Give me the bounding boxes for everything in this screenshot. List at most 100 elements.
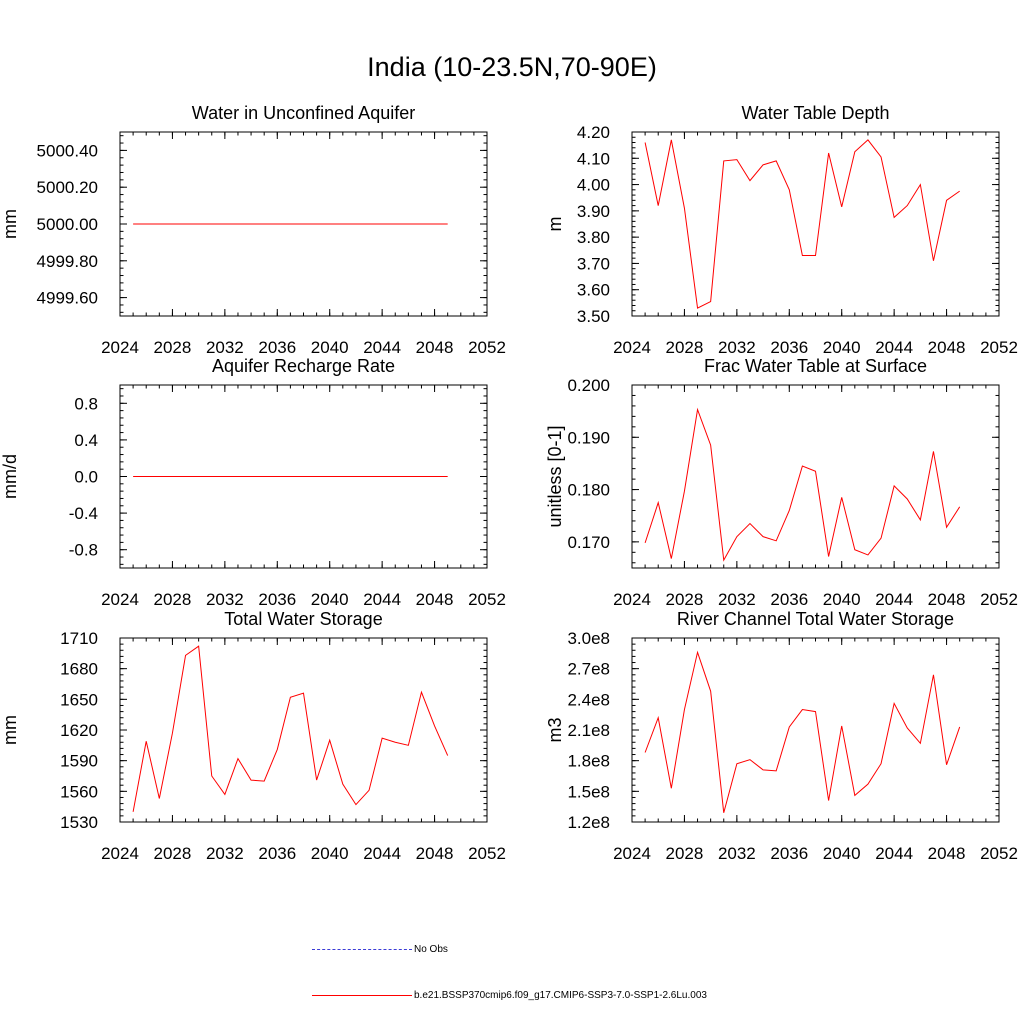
x-tick-label: 2024 — [101, 590, 139, 609]
x-tick-label: 2048 — [416, 590, 454, 609]
panel-3-ylabel: mm/d — [0, 454, 20, 499]
x-tick-label: 2044 — [363, 590, 401, 609]
x-tick-label: 2024 — [613, 338, 651, 357]
x-tick-label: 2032 — [718, 338, 756, 357]
y-tick-label: 5000.00 — [37, 215, 98, 234]
panel-2: 2024 2028 2032 2036 2040 2044 2048 2052 3.50 3.60… — [545, 103, 1018, 357]
y-tick-label: -0.8 — [69, 541, 98, 560]
x-tick-label: 2040 — [823, 338, 861, 357]
y-tick-label: 3.50 — [577, 307, 610, 326]
x-tick-label: 2036 — [770, 844, 808, 863]
panel-5: 2024 2028 2032 2036 2040 2044 2048 2052 1530 1560… — [0, 609, 506, 863]
x-tick-label: 2044 — [875, 338, 913, 357]
y-tick-label: 1680 — [60, 660, 98, 679]
x-tick-label: 2028 — [666, 590, 704, 609]
x-tick-label: 2048 — [928, 590, 966, 609]
x-tick-label: 2024 — [613, 590, 651, 609]
panel-6-title: River Channel Total Water Storage — [677, 609, 954, 629]
y-tick-label: 3.0e8 — [567, 629, 610, 648]
x-tick-label: 2028 — [666, 338, 704, 357]
y-tick-label: 1710 — [60, 629, 98, 648]
y-tick-label: 4.00 — [577, 176, 610, 195]
x-tick-label: 2024 — [101, 844, 139, 863]
y-tick-label: 0.4 — [74, 431, 98, 450]
y-tick-label: -0.4 — [69, 504, 98, 523]
x-tick-label: 2048 — [416, 338, 454, 357]
y-tick-label: 4999.80 — [37, 252, 98, 271]
x-tick-label: 2044 — [363, 338, 401, 357]
x-tick-label: 2032 — [718, 844, 756, 863]
y-tick-label: 2.1e8 — [567, 721, 610, 740]
y-tick-label: 4.10 — [577, 149, 610, 168]
x-tick-label: 2052 — [980, 590, 1018, 609]
x-tick-label: 2040 — [311, 590, 349, 609]
panel-5-ylabel: mm — [0, 715, 20, 745]
y-tick-label: 3.80 — [577, 228, 610, 247]
panel-4: 2024 2028 2032 2036 2040 2044 2048 2052 0.170 0.1… — [545, 356, 1018, 609]
x-tick-label: 2052 — [468, 590, 506, 609]
y-tick-label: 3.60 — [577, 281, 610, 300]
x-tick-label: 2032 — [718, 590, 756, 609]
panel-6-ylabel: m3 — [545, 717, 565, 742]
y-tick-label: 0.180 — [567, 481, 610, 500]
panel-4-ylabel: unitless [0-1] — [545, 425, 565, 527]
y-tick-label: 5000.20 — [37, 178, 98, 197]
panel-6-frame — [631, 637, 1000, 823]
x-tick-label: 2032 — [206, 844, 244, 863]
y-tick-label: 1.8e8 — [567, 752, 610, 771]
panel-5-title: Total Water Storage — [224, 609, 382, 629]
x-tick-label: 2048 — [928, 338, 966, 357]
x-tick-label: 2032 — [206, 590, 244, 609]
y-tick-label: 1560 — [60, 782, 98, 801]
panel-2-title: Water Table Depth — [741, 103, 889, 123]
x-tick-label: 2036 — [258, 338, 296, 357]
x-tick-label: 2028 — [154, 338, 192, 357]
panel-6-series-line — [644, 650, 961, 813]
x-tick-label: 2052 — [980, 338, 1018, 357]
legend-swatch-model-run — [312, 994, 412, 996]
x-tick-label: 2040 — [311, 338, 349, 357]
x-tick-label: 2028 — [154, 844, 192, 863]
x-tick-label: 2052 — [468, 844, 506, 863]
x-tick-label: 2052 — [468, 338, 506, 357]
page-title: India (10-23.5N,70-90E) — [367, 52, 657, 82]
y-tick-label: 3.70 — [577, 254, 610, 273]
x-tick-label: 2048 — [416, 844, 454, 863]
legend-swatch-no-obs — [312, 948, 412, 950]
x-tick-label: 2036 — [770, 338, 808, 357]
y-tick-label: 4.20 — [577, 123, 610, 142]
x-tick-label: 2024 — [101, 338, 139, 357]
y-tick-label: 1530 — [60, 813, 98, 832]
y-tick-label: 1590 — [60, 752, 98, 771]
panel-2-ylabel: m — [545, 217, 565, 232]
panel-1-title: Water in Unconfined Aquifer — [192, 103, 415, 123]
x-tick-label: 2040 — [311, 844, 349, 863]
panel-5-series-line — [132, 645, 449, 812]
legend-item-model-run: b.e21.BSSP370cmip6.f09_g17.CMIP6-SSP3-7.… — [312, 987, 707, 1003]
x-tick-label: 2052 — [980, 844, 1018, 863]
legend-item-no-obs: No Obs — [312, 941, 448, 957]
y-tick-label: 2.4e8 — [567, 690, 610, 709]
panel-5-frame — [119, 637, 488, 823]
y-tick-label: 1.2e8 — [567, 813, 610, 832]
y-tick-label: 2.7e8 — [567, 660, 610, 679]
x-tick-label: 2044 — [875, 844, 913, 863]
x-tick-label: 2024 — [613, 844, 651, 863]
panel-4-title: Frac Water Table at Surface — [704, 356, 927, 376]
y-tick-label: 1.5e8 — [567, 782, 610, 801]
legend-label-no-obs: No Obs — [414, 943, 448, 955]
y-tick-label: 0.170 — [567, 533, 610, 552]
panel-4-series-line — [644, 407, 961, 562]
x-tick-label: 2036 — [258, 590, 296, 609]
x-tick-label: 2048 — [928, 844, 966, 863]
x-tick-label: 2032 — [206, 338, 244, 357]
y-tick-label: 0.0 — [74, 468, 98, 487]
x-tick-label: 2040 — [823, 844, 861, 863]
x-tick-label: 2036 — [770, 590, 808, 609]
y-tick-label: 1620 — [60, 721, 98, 740]
y-tick-label: 1650 — [60, 690, 98, 709]
x-tick-label: 2044 — [875, 590, 913, 609]
panel-6: 2024 2028 2032 2036 2040 2044 2048 2052 1.2e8 1.5… — [545, 609, 1018, 863]
x-tick-label: 2028 — [154, 590, 192, 609]
